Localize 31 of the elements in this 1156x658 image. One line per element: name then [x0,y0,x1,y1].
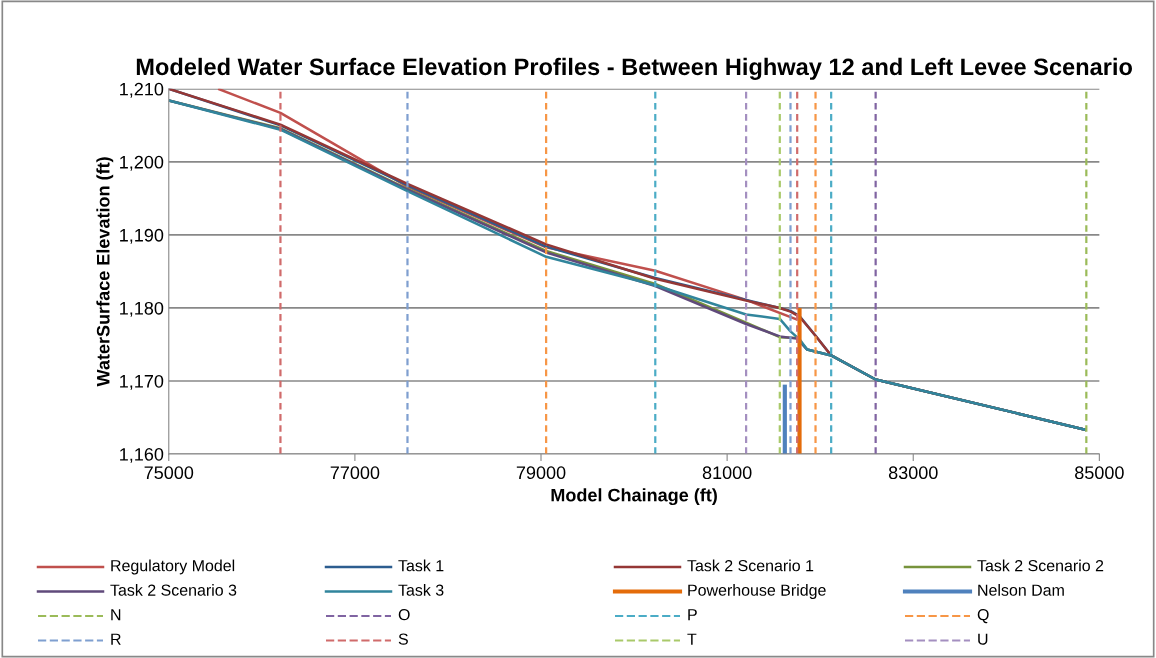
legend-label: Task 1 [398,559,444,572]
x-axis-title: Model Chainage (ft) [551,488,717,506]
x-tick-label: 85000 [1075,466,1124,480]
legend-label: Task 3 [398,584,444,596]
y-tick-label: 1,170 [120,374,164,390]
legend-label: Nelson Dam [978,584,1064,596]
legend-label: O [398,608,410,621]
y-tick-label: 1,210 [120,82,164,98]
y-tick-label: 1,200 [120,155,164,171]
x-tick-label: 79000 [516,466,566,480]
legend-label: Q [977,608,989,624]
legend-label: U [978,633,988,645]
x-tick-label: 83000 [888,466,938,480]
x-tick-label: 75000 [144,466,194,480]
chart-title: Modeled Water Surface Elevation Profiles - Between Highway 12 and Left Levee Scenario [136,57,1132,80]
legend-label: S [398,633,408,645]
legend-label: P [688,609,697,621]
y-tick-label: 1,180 [120,301,164,317]
y-tick-label: 1,190 [120,228,164,244]
x-tick-label: 77000 [330,466,380,480]
x-tick-label: 81000 [702,466,752,480]
y-tick-label: 1,160 [120,447,164,463]
legend-label: Task 2 Scenario 1 [687,559,814,572]
y-axis-title: WaterSurface Elevation (ft) [96,157,114,387]
legend-label: Task 2 Scenario 3 [110,584,237,596]
legend-label: Task 2 Scenario 2 [977,559,1104,572]
legend-label: N [111,609,121,621]
legend-label: T [687,633,697,645]
legend-label: Regulatory Model [111,559,235,575]
legend-label: Powerhouse Bridge [688,584,826,599]
legend-label: R [111,633,121,645]
